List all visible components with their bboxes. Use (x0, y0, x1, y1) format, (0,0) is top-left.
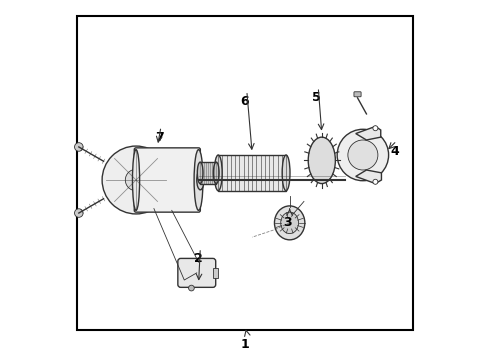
Circle shape (74, 143, 83, 151)
Circle shape (102, 146, 170, 214)
Circle shape (132, 176, 140, 184)
Text: 5: 5 (312, 91, 321, 104)
FancyBboxPatch shape (178, 258, 216, 287)
Circle shape (74, 209, 83, 217)
Bar (213, 267, 218, 278)
Ellipse shape (194, 150, 203, 210)
Circle shape (373, 179, 378, 184)
Ellipse shape (213, 162, 219, 184)
Bar (200, 162, 216, 184)
FancyBboxPatch shape (134, 148, 200, 212)
Text: 2: 2 (194, 252, 203, 265)
Ellipse shape (197, 170, 204, 190)
Bar (77, 16, 413, 330)
Polygon shape (356, 126, 381, 140)
Text: 3: 3 (284, 216, 292, 229)
Text: 6: 6 (241, 95, 249, 108)
Ellipse shape (132, 150, 140, 210)
Text: 7: 7 (155, 131, 164, 144)
Ellipse shape (274, 206, 305, 240)
Ellipse shape (282, 155, 290, 191)
Circle shape (348, 140, 378, 170)
Ellipse shape (308, 137, 335, 184)
Circle shape (189, 285, 194, 291)
Circle shape (373, 126, 378, 131)
Ellipse shape (339, 153, 348, 167)
FancyBboxPatch shape (354, 92, 361, 97)
Text: 4: 4 (391, 145, 399, 158)
Ellipse shape (346, 156, 351, 165)
Ellipse shape (197, 162, 203, 184)
Bar (218, 155, 286, 191)
Circle shape (337, 129, 389, 181)
Polygon shape (356, 170, 381, 184)
Text: 1: 1 (241, 338, 249, 351)
Circle shape (125, 169, 147, 191)
Ellipse shape (214, 155, 222, 191)
Ellipse shape (281, 212, 298, 234)
